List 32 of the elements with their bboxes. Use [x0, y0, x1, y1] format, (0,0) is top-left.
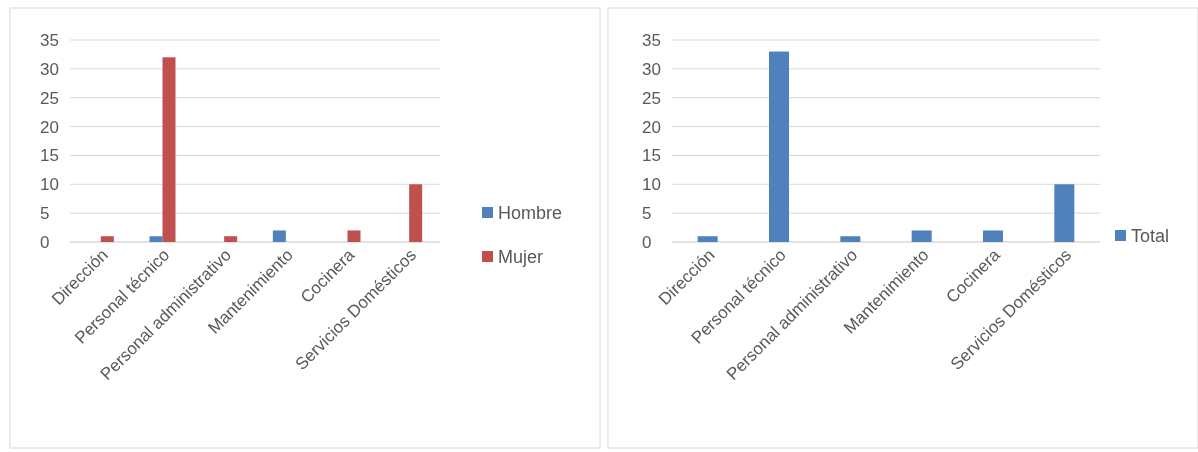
y-tick-label: 25 [40, 88, 59, 108]
y-tick-label: 15 [40, 146, 59, 166]
y-tick-label: 0 [642, 232, 652, 252]
y-tick-label: 20 [40, 117, 59, 137]
y-tick-label: 30 [40, 59, 59, 79]
y-tick-label: 35 [642, 30, 661, 50]
bar [983, 230, 1003, 242]
bar [409, 184, 423, 242]
y-tick-label: 30 [642, 59, 661, 79]
y-tick-label: 25 [642, 88, 661, 108]
y-tick-label: 10 [40, 175, 59, 195]
legend-label: Hombre [498, 203, 563, 224]
y-tick-label: 20 [642, 117, 661, 137]
y-tick-label: 15 [642, 146, 661, 166]
y-tick-label: 0 [40, 232, 50, 252]
bar [697, 236, 718, 242]
bar [769, 51, 789, 242]
y-tick-label: 35 [40, 30, 59, 50]
bar [911, 230, 932, 242]
bar [224, 236, 238, 242]
y-tick-label: 5 [642, 204, 652, 224]
bar [840, 236, 861, 242]
bar [100, 236, 114, 242]
bar [272, 230, 286, 242]
y-tick-label: 10 [642, 175, 661, 195]
bar [149, 236, 163, 242]
bar [1054, 184, 1075, 242]
bar [347, 230, 361, 242]
bar [162, 57, 176, 242]
legend-label: Mujer [498, 247, 544, 268]
legend-label: Total [1131, 226, 1170, 247]
y-tick-label: 5 [40, 204, 50, 224]
